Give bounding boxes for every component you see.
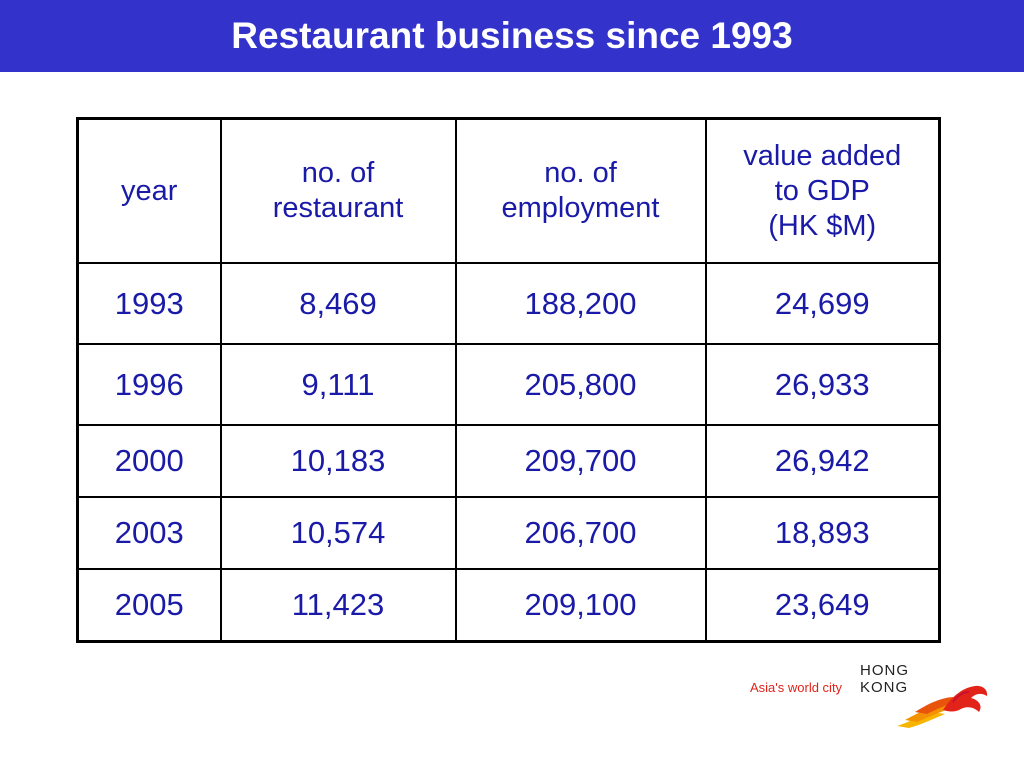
cell-year: 1996 [76,343,222,426]
header-gdp-line-3: (HK $M) [768,209,877,242]
cell-gdp: 18,893 [704,496,941,570]
cell-employment: 206,700 [454,496,707,570]
cell-employment: 209,100 [454,568,707,643]
header-year: year [76,117,222,264]
title-bar: Restaurant business since 1993 [0,0,1024,72]
header-restaurants-line-2: restaurant [272,192,404,224]
restaurant-data-table: year no. of restaurant no. of employment… [76,117,941,643]
table-row: 2003 10,574 206,700 18,893 [76,496,941,570]
header-year-line: year [121,174,178,207]
dragon-icon [897,685,988,728]
cell-restaurants: 9,111 [219,343,457,426]
logo-tagline: Asia's world city [750,680,843,695]
cell-gdp: 26,933 [704,343,941,426]
table-row: 1993 8,469 188,200 24,699 [76,262,941,345]
table-row: 2005 11,423 209,100 23,649 [76,568,941,643]
cell-year: 1993 [76,262,222,345]
page-title: Restaurant business since 1993 [231,15,793,56]
cell-gdp: 24,699 [704,262,941,345]
header-gdp: value added to GDP (HK $M) [704,117,941,264]
header-gdp-line-2: to GDP [774,174,870,207]
header-employment-line-2: employment [501,192,660,224]
cell-restaurants: 8,469 [219,262,457,345]
cell-gdp: 26,942 [704,424,941,498]
cell-restaurants: 10,183 [219,424,457,498]
cell-year: 2000 [76,424,222,498]
cell-gdp: 23,649 [704,568,941,643]
table-header-row: year no. of restaurant no. of employment… [76,117,941,264]
cell-year: 2003 [76,496,222,570]
header-employment-line-1: no. of [544,157,617,189]
header-restaurants: no. of restaurant [219,117,457,264]
hong-kong-logo: Asia's world city HONG KONG [750,660,995,730]
header-gdp-line-1: value added [743,139,902,172]
table-row: 1996 9,111 205,800 26,933 [76,343,941,426]
table-row: 2000 10,183 209,700 26,942 [76,424,941,498]
cell-employment: 205,800 [454,343,707,426]
logo-word-hong: HONG [860,662,909,679]
header-employment: no. of employment [454,117,707,264]
cell-restaurants: 10,574 [219,496,457,570]
cell-year: 2005 [76,568,222,643]
cell-restaurants: 11,423 [219,568,457,643]
cell-employment: 209,700 [454,424,707,498]
header-restaurants-line-1: no. of [301,157,375,189]
cell-employment: 188,200 [454,262,707,345]
logo-word-kong: KONG [860,679,909,696]
